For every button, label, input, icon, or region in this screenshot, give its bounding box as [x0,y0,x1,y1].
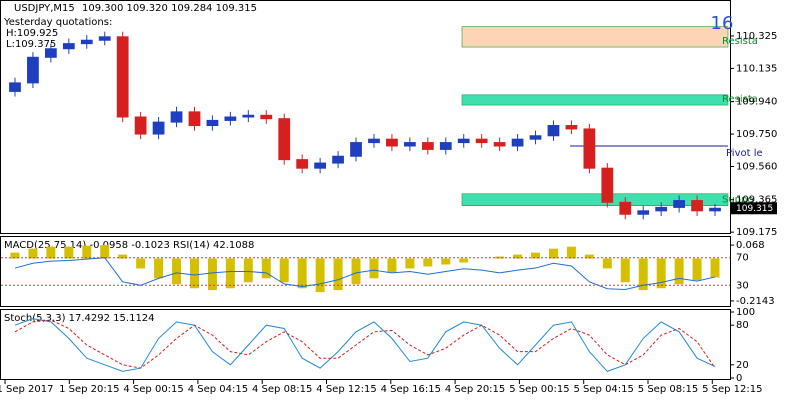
candle-body [296,159,309,169]
y-tick-label: 20 [736,360,749,371]
candle-body [673,200,686,208]
y-tick-label: 0 [736,373,742,384]
y-tick-label: -0.2143 [736,296,775,307]
macd-title: MACD(25,75,14) -0.0958 -0.1023 RSI(14) 4… [4,240,254,251]
candle-body [224,116,237,121]
candle-body [511,138,524,147]
rsi-tick-label: 70 [736,253,749,264]
candle-body [547,125,560,137]
candle-body [242,114,255,118]
macd-frame [0,236,731,307]
x-tick-label: 1 Sep 2017 [0,384,54,395]
candle-body [421,142,434,150]
layer [461,26,729,207]
candle-body [439,142,452,150]
candle-body [709,207,721,212]
y-tick-label: 100 [736,307,755,318]
zone-label: Suppo [722,195,754,206]
info: Yesterday quotations: [3,17,112,28]
stoch-frame [0,309,731,380]
candle-body [493,142,506,147]
candle-body [206,119,219,127]
y-tick-label: 110.325 [736,31,777,42]
big-label: 16 [711,13,734,34]
candle-body [27,56,39,84]
candle-body [152,121,165,135]
candle-body [403,142,416,147]
candle-body [332,155,344,164]
y-tick-label: 109.750 [736,129,777,140]
x-tick-label: 1 Sep 20:15 [59,384,119,395]
x-tick-label: 5 Sep 08:15 [638,384,698,395]
y-tick-label: 109.365 [736,195,777,206]
zone-label: Resista [722,94,758,105]
zone [461,193,729,207]
x-tick-label: 4 Sep 00:15 [123,384,183,395]
candle-body [80,39,93,45]
y-tick-label: 109.560 [736,161,777,172]
quote: 109.300 109.320 109.284 109.315 [82,3,257,14]
y-tick-label: 80 [736,320,749,331]
symbol-title: USDJPY,M15 [14,3,75,14]
candle-body [350,142,362,157]
candle-body [98,36,111,41]
y-tick-label: 110.135 [736,63,777,74]
x-tick-label: 5 Sep 12:15 [702,384,762,395]
candle-body [368,138,380,144]
y-tick-label: 109.175 [736,227,777,238]
candle-body [457,138,470,144]
zone [461,26,729,48]
info: L:109.375 [6,39,56,50]
candle-body [601,167,614,203]
candle-body [188,111,201,127]
candle-body [386,138,398,147]
y-tick-label: 109.940 [736,97,777,108]
candle-body [278,118,291,161]
main-frame [0,0,731,234]
candle-body [583,128,596,169]
candle-body [637,210,650,215]
candle-body [619,201,632,215]
candle-body [9,82,21,92]
last-price-box [731,202,777,215]
candle-body [134,116,147,135]
stoch-line [14,319,716,369]
x-tick-label: 4 Sep 08:15 [252,384,312,395]
rsi-tick-label: 30 [736,280,749,291]
x-tick-label: 5 Sep 00:15 [509,384,569,395]
candle-body [116,36,129,118]
stoch-title: Stoch(5,3,3) 17.4292 15.1124 [4,313,155,324]
candle-body [44,48,57,58]
x-tick-label: 4 Sep 12:15 [316,384,376,395]
candle-body [475,138,488,144]
candle-body [170,111,183,123]
candle-body [691,200,703,212]
stoch-line [14,318,716,372]
candle-body [314,162,327,169]
x-tick-label: 4 Sep 16:15 [381,384,441,395]
x-tick-label: 4 Sep 20:15 [445,384,505,395]
info: H:109.925 [6,28,58,39]
last-price: 109.315 [736,204,773,214]
zone [461,94,729,106]
x-tick-label: 5 Sep 04:15 [574,384,634,395]
candle-body [655,206,668,212]
candle-body [260,114,273,120]
candle-body [529,135,542,140]
x-tick-label: 4 Sep 04:15 [188,384,248,395]
candle-body [62,43,75,50]
pivot-label: Pivot le [726,148,763,159]
y-tick-label: 0.068 [736,240,765,251]
candle-body [565,125,578,130]
zone-label: Resista [722,36,758,47]
